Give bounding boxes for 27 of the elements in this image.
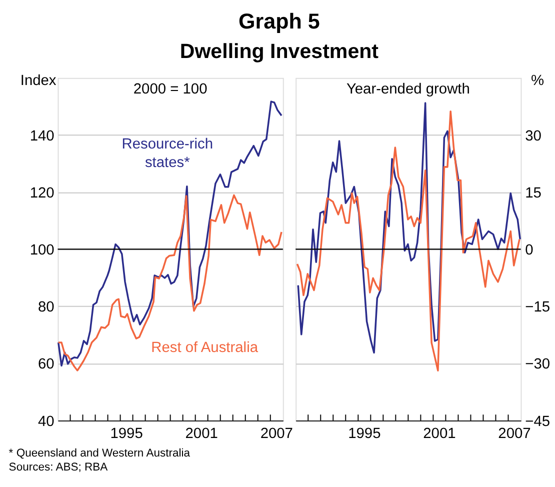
y-tick-label: 120 (30, 185, 54, 202)
y-tick-label: 15 (525, 185, 542, 202)
y-tick-label: −30 (525, 356, 550, 373)
chart-subtitle: Dwelling Investment (180, 40, 379, 63)
source-note: Sources: ABS; RBA (8, 461, 108, 474)
y-axis-title: % (531, 73, 544, 90)
annotation: Year-ended growth (346, 82, 470, 98)
y-tick-label: −15 (525, 300, 550, 316)
y-tick-label: 80 (38, 300, 54, 316)
annotation: 2000 = 100 (133, 82, 208, 98)
text: * Queensland and Western Australia (8, 448, 191, 460)
y-tick-label: 0 (525, 242, 534, 259)
x-tick-label: 2007 (260, 426, 293, 442)
x-tick-label: 1995 (110, 426, 143, 442)
y-tick-label: 40 (38, 414, 54, 430)
y-tick-label: 60 (38, 356, 54, 373)
x-tick-label: 2001 (423, 426, 456, 442)
x-tick-label: 2007 (498, 426, 531, 442)
series-label: Resource-rich states* (122, 136, 214, 171)
y-tick-label: 30 (525, 128, 542, 144)
y-tick-label: 140 (30, 128, 54, 144)
x-tick-label: 2001 (185, 426, 218, 442)
x-tick-label: 1995 (348, 426, 381, 442)
y-axis-title: Index (20, 73, 57, 90)
y-tick-label: 100 (30, 242, 54, 259)
series-label: Rest of Australia (151, 340, 259, 356)
chart-title: Graph 5 (238, 9, 320, 34)
